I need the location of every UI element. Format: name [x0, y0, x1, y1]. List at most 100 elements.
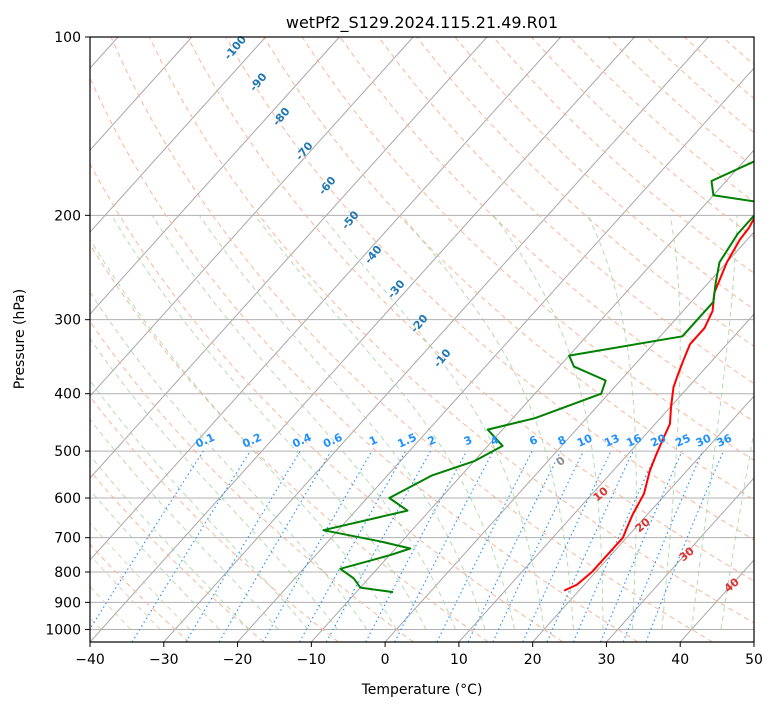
- temperature-profile-line: [563, 216, 754, 592]
- x-tick-label: −30: [149, 652, 179, 668]
- mixing-ratio-line: [218, 450, 332, 642]
- dry-adiabat-line: [90, 320, 414, 642]
- isotherm-line: [90, 37, 266, 233]
- dry-adiabat-line: [110, 37, 713, 642]
- moist-adiabat-line: [90, 291, 368, 630]
- mixing-ratio-label: 3: [462, 433, 474, 448]
- isotherm-line: [90, 37, 414, 397]
- dry-adiabat-label: -50: [339, 208, 362, 232]
- mixing-ratio-label: 13: [602, 432, 621, 450]
- y-axis: 100 200 300 400 500 600 700 800 900 1000: [45, 30, 90, 638]
- dry-adiabat-label: -40: [362, 243, 385, 267]
- y-tick-label: 300: [54, 313, 81, 329]
- y-tick-label: 600: [54, 491, 81, 507]
- mixing-ratio-label: 25: [673, 432, 692, 450]
- y-tick-label: 100: [54, 30, 81, 46]
- y-tick-label: 200: [54, 208, 81, 224]
- dry-adiabat-line: [90, 395, 339, 642]
- mixing-ratio-label: 20: [649, 432, 669, 450]
- moist-adiabat-line: [90, 616, 102, 630]
- moist-adiabat-label: 0: [554, 454, 568, 469]
- mixing-ratio-label: 16: [624, 432, 644, 450]
- chart-title: wetPf2_S129.2024.115.21.49.R01: [286, 13, 558, 33]
- mixing-ratio-label: 4: [489, 433, 502, 448]
- dry-adiabat-line: [90, 76, 639, 642]
- dry-adiabat-line: [263, 37, 754, 501]
- moist-adiabat-line: [90, 238, 397, 630]
- moist-adiabat-line: [661, 215, 681, 630]
- y-tick-label: 800: [54, 565, 81, 581]
- x-tick-label: −20: [223, 652, 253, 668]
- dry-adiabat-line: [225, 37, 754, 541]
- dry-adiabat-line: [148, 37, 754, 624]
- mixing-ratio-label: 0.6: [321, 431, 344, 451]
- moist-adiabat-line: [720, 428, 754, 630]
- dry-adiabat-label: -20: [408, 312, 431, 336]
- moist-adiabat-line: [90, 418, 279, 630]
- mixing-ratio-line: [467, 450, 562, 642]
- mixing-ratio-line: [492, 450, 584, 642]
- moist-adiabat-line: [401, 214, 574, 630]
- mixing-ratio-line: [325, 450, 431, 642]
- moist-adiabat-line: [0, 215, 42, 629]
- mixing-ratio-line: [546, 450, 634, 642]
- moist-adiabat-line: [90, 379, 309, 630]
- y-tick-label: 1000: [45, 622, 81, 638]
- y-tick-label: 900: [54, 595, 81, 611]
- dry-adiabat-line: [416, 37, 754, 347]
- dewpoint-profile-line: [322, 160, 754, 594]
- dry-adiabat-label: -10: [431, 346, 454, 370]
- moist-adiabat-line: [151, 215, 456, 630]
- mixing-ratio-label: 0.2: [240, 431, 263, 451]
- moist-adiabat-line: [691, 215, 738, 630]
- y-tick-label: 500: [54, 444, 81, 460]
- x-tick-label: 10: [450, 652, 468, 668]
- y-tick-label: 700: [54, 531, 81, 547]
- dry-adiabat-line: [90, 543, 190, 642]
- plot-frame: [89, 36, 755, 643]
- isotherm-line: [606, 477, 754, 642]
- moist-adiabat-line: [90, 337, 338, 630]
- x-tick-label: 30: [598, 652, 616, 668]
- isotherm-line: [163, 37, 709, 642]
- isotherm-line: [90, 37, 488, 479]
- isotherm-line: [237, 67, 754, 642]
- isotherm-line: [90, 37, 635, 642]
- dry-adiabat-line: [301, 37, 754, 461]
- isotherm-line: [90, 37, 193, 151]
- dry-adiabat-label: -70: [293, 139, 316, 163]
- dry-adiabat-label: -80: [270, 105, 293, 129]
- mixing-ratio-line: [365, 450, 468, 642]
- moist-adiabat-line: [587, 215, 637, 630]
- mixing-ratio-line: [522, 450, 612, 642]
- moist-adiabat-line: [321, 214, 545, 630]
- data-series: [322, 160, 754, 594]
- mixing-ratio-label: 0.1: [194, 431, 217, 451]
- mixing-ratio-label: 10: [575, 432, 595, 450]
- mixing-ratio-line: [299, 450, 407, 642]
- x-tick-label: 20: [524, 652, 542, 668]
- mixing-ratio-line: [600, 450, 683, 642]
- moist-adiabat-line: [198, 215, 486, 630]
- x-tick-label: 50: [745, 652, 763, 668]
- mixing-ratio-line: [645, 450, 724, 642]
- x-axis: −40 −30 −20 −10 0 10 20 30 40 50: [75, 642, 763, 668]
- isotherm-line: [458, 313, 754, 642]
- isotherm-line: [384, 231, 754, 642]
- isotherm-line: [753, 641, 754, 642]
- x-tick-label: 0: [381, 652, 390, 668]
- y-axis-label: Pressure (hPa): [12, 289, 28, 389]
- dry-adiabat-line: [90, 470, 265, 642]
- background-lines: [0, 37, 754, 642]
- x-axis-label: Temperature (°C): [361, 682, 483, 698]
- dry-adiabat-line: [187, 37, 754, 582]
- y-tick-label: 400: [54, 387, 81, 403]
- dry-adiabat-line: [722, 37, 754, 66]
- dry-adiabat-label: -90: [247, 70, 270, 94]
- dry-adiabat-line: [683, 37, 754, 100]
- x-tick-label: 40: [671, 652, 689, 668]
- mixing-ratio-label: 2: [426, 433, 438, 448]
- moist-adiabat-line: [0, 215, 13, 629]
- isotherm-line: [90, 37, 340, 315]
